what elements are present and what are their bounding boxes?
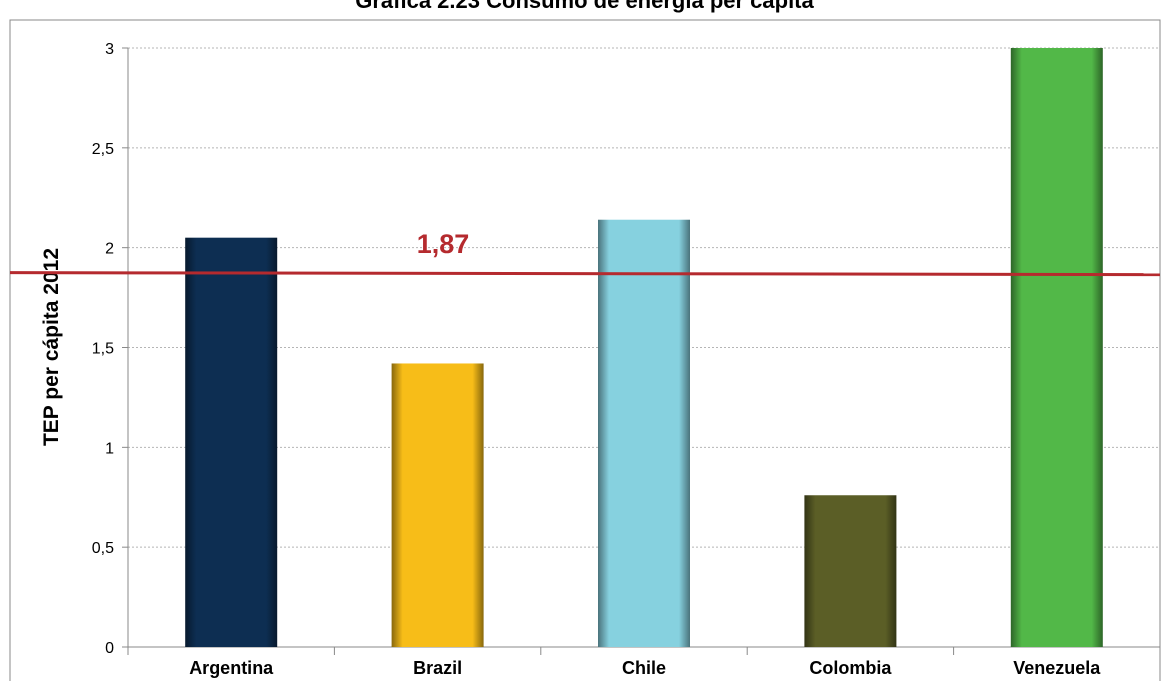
y-tick-label: 0 — [105, 640, 114, 657]
x-tick-labels: Argentina Brazil Chile Colombia Venezuela — [189, 658, 1101, 678]
chart-border — [9, 19, 1161, 681]
x-tick-label: Brazil — [413, 658, 462, 678]
reference-line — [9, 271, 1161, 277]
y-tick-labels: 0 0,5 1 1,5 2 2,5 3 — [92, 41, 114, 657]
y-tick-label: 2,5 — [92, 141, 114, 158]
y-tick-label: 2 — [105, 241, 114, 258]
bars — [185, 48, 1103, 648]
x-tick-label: Colombia — [809, 658, 892, 678]
chart-title: Gráfica 2.23 Consumo de energía per cápi… — [355, 0, 814, 13]
bar-brazil — [391, 363, 484, 647]
bar-colombia — [804, 495, 897, 647]
reference-line-group: 1,87 — [9, 229, 1161, 277]
y-tick-label: 3 — [105, 41, 114, 58]
y-tick-label: 1,5 — [92, 341, 114, 358]
reference-line-label: 1,87 — [417, 229, 470, 259]
x-tick-label: Argentina — [189, 658, 274, 678]
x-tick-label: Chile — [622, 658, 666, 678]
bar-chile — [598, 219, 690, 648]
x-tick-label: Venezuela — [1013, 658, 1101, 678]
bar-venezuela — [1010, 48, 1103, 647]
bar-argentina — [185, 237, 278, 647]
y-tick-label: 0,5 — [92, 540, 114, 557]
y-tick-label: 1 — [105, 440, 114, 457]
